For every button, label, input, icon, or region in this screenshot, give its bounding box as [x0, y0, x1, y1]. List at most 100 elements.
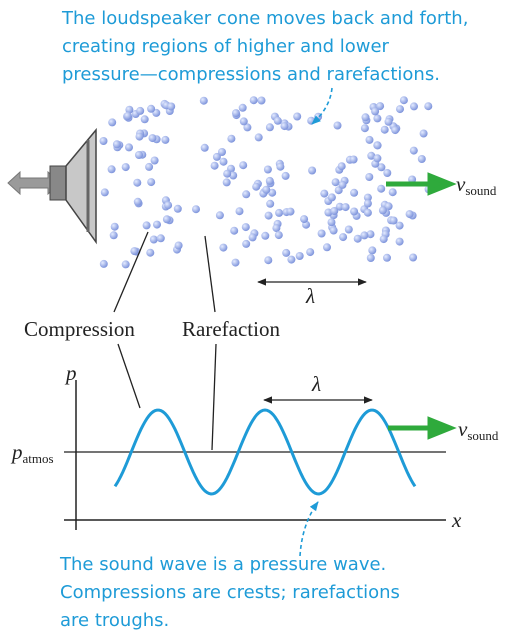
velocity-label: vsound	[458, 417, 499, 443]
molecule	[257, 96, 266, 105]
molecule	[136, 106, 145, 115]
molecule	[349, 155, 358, 164]
molecule	[399, 96, 408, 105]
molecule	[215, 211, 224, 220]
molecule	[125, 143, 133, 152]
molecule	[395, 237, 404, 246]
molecule	[350, 207, 359, 216]
molecule	[173, 204, 182, 213]
molecule	[337, 162, 346, 171]
molecule	[389, 216, 398, 225]
molecule	[293, 112, 302, 121]
molecule	[363, 199, 372, 208]
molecule	[317, 229, 326, 238]
molecule	[295, 252, 304, 260]
molecule	[112, 140, 121, 149]
molecule	[162, 215, 171, 224]
molecule	[223, 169, 232, 178]
molecule	[338, 180, 347, 189]
molecule	[391, 126, 400, 135]
molecule	[268, 188, 277, 197]
molecule	[142, 221, 151, 230]
speaker-cone	[65, 127, 97, 245]
molecule	[350, 188, 359, 197]
molecule	[344, 225, 353, 234]
molecule	[108, 118, 117, 127]
molecule	[227, 134, 236, 143]
molecule	[243, 123, 252, 132]
molecule	[300, 215, 309, 224]
molecule	[219, 243, 228, 252]
molecule	[235, 207, 244, 216]
molecule	[363, 193, 372, 202]
molecule	[287, 255, 296, 264]
molecule	[366, 230, 375, 239]
molecule	[373, 141, 382, 150]
molecules	[99, 96, 433, 269]
molecule	[249, 96, 258, 105]
molecule	[275, 208, 284, 217]
molecule	[384, 202, 393, 211]
wavelength-label: λ	[311, 372, 321, 396]
molecule	[252, 182, 261, 191]
molecule	[238, 103, 247, 112]
molecule	[241, 223, 250, 232]
pressure-wave	[113, 408, 417, 496]
molecule	[147, 104, 156, 113]
molecule	[409, 253, 418, 262]
molecule	[135, 151, 143, 159]
molecule	[274, 231, 283, 240]
molecule	[219, 157, 228, 166]
molecule	[148, 134, 157, 143]
molecule	[306, 248, 315, 257]
molecule	[409, 146, 418, 155]
molecule	[121, 163, 130, 172]
molecule	[327, 193, 336, 202]
molecule	[167, 102, 176, 111]
reference-label: patmos	[10, 440, 54, 466]
molecule	[263, 165, 272, 174]
molecule	[419, 129, 428, 138]
molecule	[261, 231, 270, 240]
molecule	[153, 220, 161, 229]
molecule	[146, 248, 155, 257]
molecule	[133, 197, 142, 206]
molecule	[323, 243, 331, 252]
molecule	[99, 259, 108, 268]
molecule	[145, 162, 154, 171]
molecule	[308, 166, 317, 175]
molecule	[264, 211, 273, 220]
molecule	[330, 207, 339, 215]
molecule	[272, 224, 281, 233]
molecule	[242, 239, 251, 248]
molecule	[218, 148, 226, 156]
molecule	[276, 162, 285, 171]
molecule	[248, 233, 257, 242]
top-caption-line: pressure—compressions and rarefactions.	[62, 64, 440, 85]
molecule	[320, 189, 329, 198]
molecule	[395, 221, 404, 230]
rarefaction-label: Rarefaction	[182, 317, 280, 341]
molecule	[366, 254, 375, 262]
wavelength-label: λ	[305, 284, 315, 308]
molecule	[161, 135, 170, 144]
molecule	[371, 107, 380, 116]
molecule	[363, 208, 372, 217]
molecule	[307, 116, 316, 125]
molecule	[331, 178, 340, 187]
molecule	[417, 155, 426, 163]
molecule	[239, 161, 248, 170]
molecule	[361, 113, 370, 122]
molecule	[329, 226, 338, 235]
molecule	[377, 163, 386, 172]
molecule	[365, 135, 374, 144]
molecule	[410, 102, 418, 111]
molecule	[360, 231, 369, 240]
molecule	[341, 203, 350, 212]
speaker-body	[49, 165, 67, 201]
molecule	[384, 117, 393, 126]
molecule	[380, 125, 389, 134]
molecule	[232, 109, 240, 118]
molecule	[327, 218, 336, 227]
